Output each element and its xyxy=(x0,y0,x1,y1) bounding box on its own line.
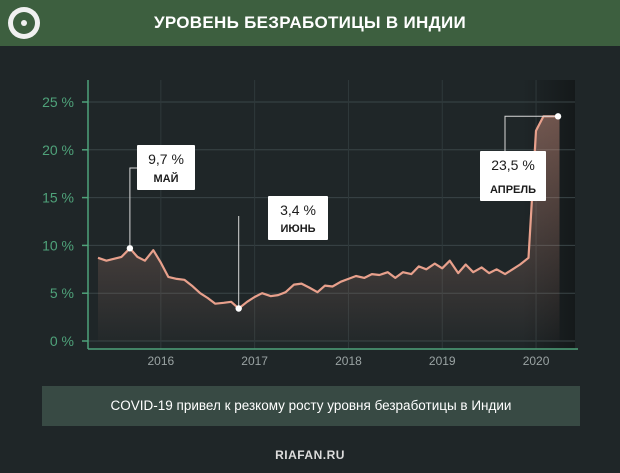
y-tick-label: 10 % xyxy=(42,237,74,253)
series-area xyxy=(98,116,560,341)
annotation-callout: 23,5 % АПРЕЛЬ xyxy=(480,113,562,201)
header-bar: УРОВЕНЬ БЕЗРАБОТИЦЫ В ИНДИИ xyxy=(0,0,620,46)
annotation-box xyxy=(268,196,328,240)
annotation-label: ИЮНЬ xyxy=(280,223,315,235)
y-tick-label: 5 % xyxy=(50,285,74,301)
y-tick-label: 0 % xyxy=(50,333,74,349)
y-tick-label: 20 % xyxy=(42,142,74,158)
x-axis-tick-labels: 2016 2017 2018 2019 2020 xyxy=(147,354,549,368)
x-tick-label: 2019 xyxy=(429,354,456,368)
caption-banner: COVID-19 привел к резкому росту уровня б… xyxy=(42,386,580,426)
annotation-leader xyxy=(129,167,137,249)
annotation-point xyxy=(554,113,562,120)
page-title: УРОВЕНЬ БЕЗРАБОТИЦЫ В ИНДИИ xyxy=(153,13,467,32)
annotation-label: АПРЕЛЬ xyxy=(490,184,536,196)
annotation-box xyxy=(480,151,546,201)
annotations-group: 9,7 % МАЙ 3,4 % ИЮНЬ 23,5 % АПРЕЛЬ xyxy=(126,113,562,312)
series-line xyxy=(97,115,560,310)
unemployment-line-chart: 0 %5 %10 %15 %20 %25 % 2016 2017 2018 2019 2… xyxy=(42,80,578,368)
y-tick-label: 25 % xyxy=(42,94,74,110)
annotation-callout: 9,7 % МАЙ xyxy=(126,145,195,252)
annotation-value: 23,5 % xyxy=(491,157,535,173)
caption-text: COVID-19 привел к резкому росту уровня б… xyxy=(110,398,512,413)
source-footer: RIAFAN.RU xyxy=(275,448,345,462)
x-tick-label: 2017 xyxy=(241,354,268,368)
annotation-value: 9,7 % xyxy=(148,151,184,167)
x-tick-label: 2018 xyxy=(335,354,362,368)
annotation-box xyxy=(137,145,195,190)
x-tick-label: 2020 xyxy=(523,354,550,368)
x-tick-label: 2016 xyxy=(147,354,174,368)
annotation-value: 3,4 % xyxy=(280,202,316,218)
annotation-point xyxy=(235,305,242,312)
riafan-logo-icon xyxy=(8,7,40,39)
annotation-point xyxy=(126,245,134,252)
annotation-callout: 3,4 % ИЮНЬ xyxy=(235,196,328,312)
y-axis-tick-labels: 0 % 5 % 10 % 15 % 20 % 25 % xyxy=(42,94,74,349)
series-group xyxy=(97,115,560,341)
annotation-leader xyxy=(504,115,558,151)
y-tick-label: 15 % xyxy=(42,190,74,206)
annotation-label: МАЙ xyxy=(153,172,178,185)
